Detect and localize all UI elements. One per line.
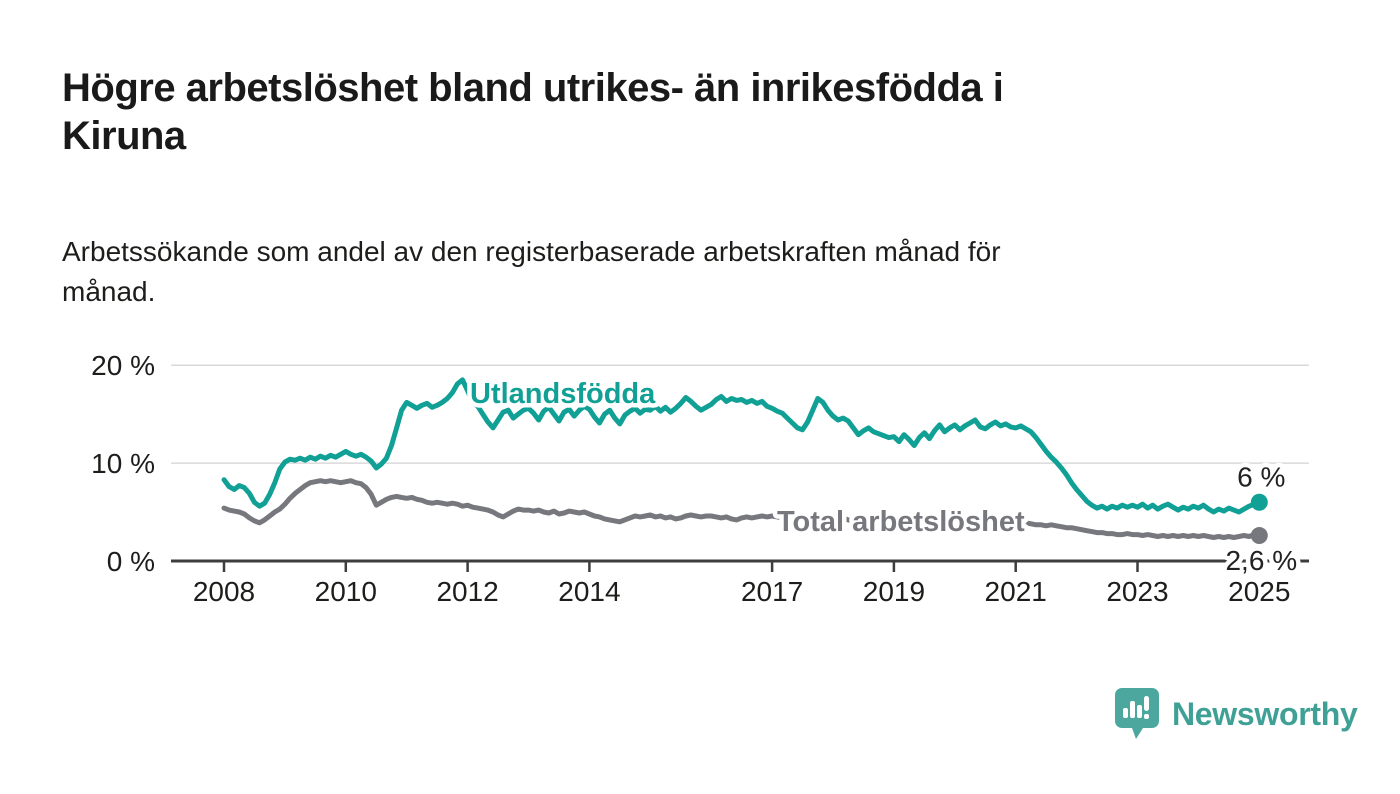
logo-exclamation-dot: [1144, 714, 1149, 719]
y-tick-label-10: 10 %: [91, 448, 155, 479]
y-tick-label-0: 0 %: [107, 546, 155, 577]
page-subtitle: Arbetssökande som andel av den registerb…: [62, 232, 1302, 312]
logo-bar-2: [1130, 701, 1135, 718]
page-subtitle-line1: Arbetssökande som andel av den registerb…: [62, 236, 1001, 267]
page-subtitle-line2: månad.: [62, 276, 156, 308]
x-tick-label-2017: 2017: [741, 576, 803, 607]
x-tick-label-2014: 2014: [558, 576, 620, 607]
series-end-dot-1: [1250, 527, 1268, 545]
series-line-0: [221, 377, 1262, 515]
series-line-1: [221, 478, 1262, 540]
newsworthy-logo-icon: [1115, 688, 1159, 739]
logo-bar-1: [1123, 708, 1128, 718]
end-value-label-total: 2,6 %: [1225, 545, 1297, 576]
x-tick-label-2010: 2010: [315, 576, 377, 607]
y-tick-label-20: 20 %: [91, 350, 155, 381]
newsworthy-logo: Newsworthy: [1114, 686, 1358, 742]
page-title-line2: Kiruna: [62, 114, 186, 158]
page-title-line1: Högre arbetslöshet bland utrikes- än inr…: [62, 66, 1004, 110]
brand-name: Newsworthy: [1172, 695, 1358, 732]
x-tick-label-2019: 2019: [863, 576, 925, 607]
page-title: Högre arbetslöshet bland utrikes- än inr…: [62, 64, 1342, 160]
end-value-label-utlandsfodda: 6 %: [1237, 461, 1285, 492]
x-tick-label-2023: 2023: [1106, 576, 1168, 607]
series-label-total-arbetsloshet: Total arbetslöshet: [777, 506, 1025, 538]
x-tick-label-2025: 2025: [1228, 576, 1290, 607]
logo-exclamation-bar: [1144, 696, 1149, 711]
x-tick-label-2008: 2008: [193, 576, 255, 607]
logo-bar-3: [1137, 705, 1142, 718]
series-label-utlandsfodda: Utlandsfödda: [470, 378, 656, 410]
x-tick-label-2021: 2021: [985, 576, 1047, 607]
series-end-dot-0: [1250, 493, 1268, 511]
x-tick-label-2012: 2012: [436, 576, 498, 607]
